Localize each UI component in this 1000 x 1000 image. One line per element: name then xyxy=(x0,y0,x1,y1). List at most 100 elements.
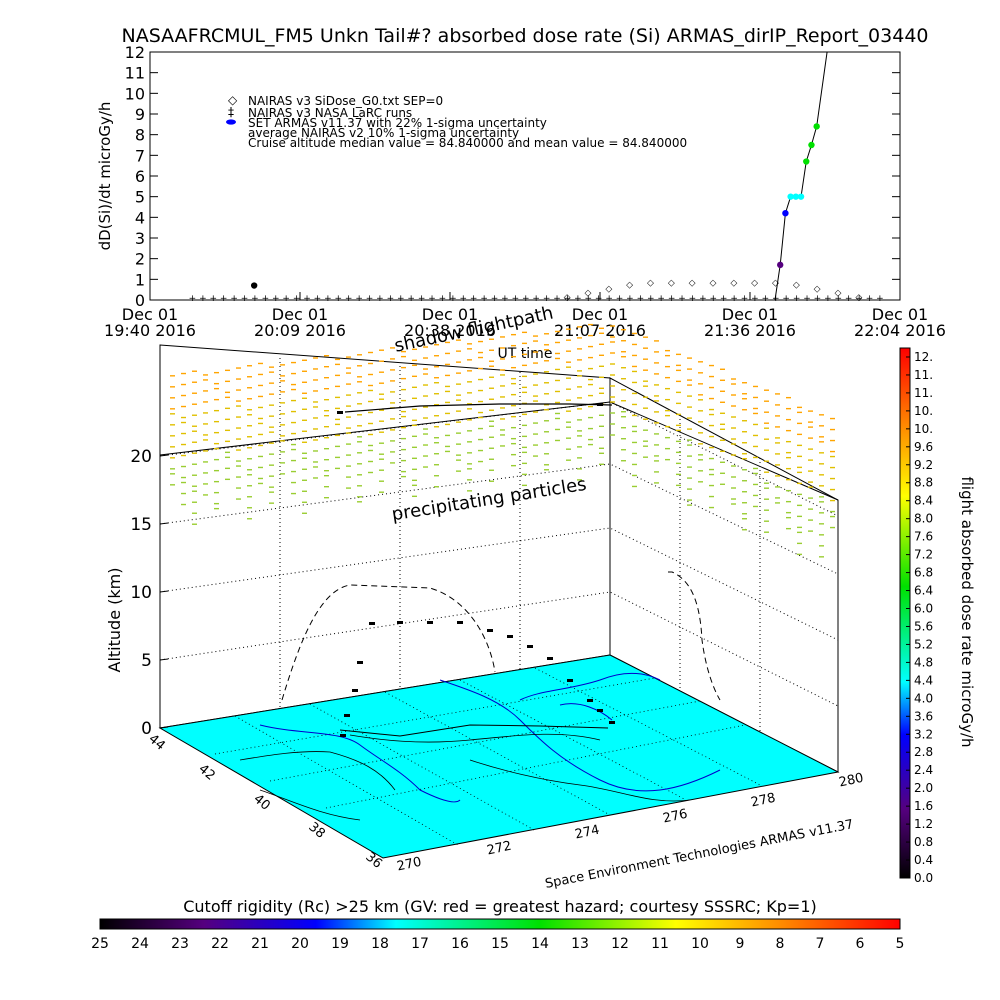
legend-entry: NAIRAS v3 SiDose_G0.txt SEP=0 xyxy=(248,94,443,108)
cutoff-rigidity-tick-label: 6 xyxy=(856,936,865,952)
cutoff-rigidity-label: Cutoff rigidity (Rc) >25 km (GV: red = g… xyxy=(183,897,817,916)
nairas-larc-marker: + xyxy=(355,294,363,304)
x-tick-label-time: 21:07 2016 xyxy=(554,321,646,340)
dose-colorbar-tick-label: 11. xyxy=(914,386,933,400)
cutoff-rigidity-colorbar-bar xyxy=(99,918,901,930)
nairas-larc-marker: + xyxy=(220,294,228,304)
cutoff-rigidity-tick-label: 13 xyxy=(571,936,589,952)
nairas-larc-marker: + xyxy=(460,294,468,304)
cutoff-rigidity-tick-label: 23 xyxy=(171,936,189,952)
cutoff-rigidity-tick-label: 14 xyxy=(531,936,549,952)
dose-colorbar-tick-label: 7.6 xyxy=(914,530,933,544)
armas-series-line xyxy=(774,51,828,301)
cutoff-rigidity-tick-label: 18 xyxy=(371,936,389,952)
altitude-tick-mark xyxy=(159,590,169,593)
dose-colorbar-tick-label: 10. xyxy=(914,404,933,418)
dose-colorbar-tick-label: 0.8 xyxy=(914,835,933,849)
shadow-profile-right xyxy=(668,571,721,701)
longitude-axis: 270 272 274 276 278 280 xyxy=(396,771,865,875)
dose-colorbar-tick-label: 8.4 xyxy=(914,494,933,508)
track-segment xyxy=(457,621,463,624)
cutoff-rigidity-tick-label: 5 xyxy=(896,936,905,952)
altitude-tick-label: 10 xyxy=(130,583,152,603)
x-tick-label-time: 21:36 2016 xyxy=(704,321,796,340)
track-segment xyxy=(597,709,603,712)
cutoff-rigidity-tick-label: 19 xyxy=(331,936,349,952)
y-tick-label: 0 xyxy=(135,291,145,310)
nairas-larc-marker: + xyxy=(303,294,311,304)
altitude-tick-label: 5 xyxy=(141,651,152,671)
nairas-larc-marker: + xyxy=(616,294,624,304)
track-segment xyxy=(344,714,350,717)
dose-colorbar-tick-label: 10. xyxy=(914,422,933,436)
x-tick-label-time: 20:38 2016 xyxy=(404,321,496,340)
nairas-larc-marker: + xyxy=(376,294,384,304)
y-tick-label: 3 xyxy=(135,229,145,248)
dose-colorbar-tick-label: 2.8 xyxy=(914,745,933,759)
nairas-diamond-point: ◇ xyxy=(647,278,654,288)
nairas-larc-marker: + xyxy=(189,294,197,304)
dose-colorbar-tick-label: 2.4 xyxy=(914,763,933,777)
latitude-tick-label: 40 xyxy=(250,792,272,814)
x-tick-label-date: Dec 01 xyxy=(422,305,478,324)
dose-colorbar-tick-label: 0.0 xyxy=(914,871,933,885)
flight-track-3d xyxy=(337,403,615,737)
track-segment xyxy=(397,621,403,624)
x-tick-label-date: Dec 01 xyxy=(122,305,178,324)
x-tick-label-date: Dec 01 xyxy=(722,305,778,324)
y-tick-label: 1 xyxy=(135,270,145,289)
dose-rate-colorbar-label: flight absorbed dose rate microGy/h xyxy=(958,476,976,747)
nairas-larc-marker: + xyxy=(668,294,676,304)
nairas-larc-marker: + xyxy=(657,294,665,304)
altitude-tick-mark xyxy=(159,658,169,661)
y-tick-label: 5 xyxy=(135,188,145,207)
top-y-axis-label: dD(Si)/dt microGy/h xyxy=(96,102,114,251)
y-tick-label: 8 xyxy=(135,126,145,145)
dose-colorbar-tick-label: 4.4 xyxy=(914,673,933,687)
top-legend: ◇ ‡ NAIRAS v3 SiDose_G0.txt SEP=0 NAIRAS… xyxy=(226,93,687,150)
shadow-profile-left xyxy=(281,584,496,701)
nairas-larc-marker: + xyxy=(585,294,593,304)
longitude-tick-label: 276 xyxy=(662,807,689,827)
longitude-tick-label: 274 xyxy=(574,823,601,843)
nairas-larc-marker: + xyxy=(845,294,853,304)
legend-symbol-cross: ‡ xyxy=(228,105,234,119)
track-segment xyxy=(527,645,533,648)
nairas-larc-marker: + xyxy=(251,294,259,304)
nairas-diamond-point: ◇ xyxy=(626,280,633,290)
precipitating-particles-field xyxy=(170,323,835,558)
dose-colorbar-tick-label: 4.8 xyxy=(914,655,933,669)
track-segment xyxy=(567,679,573,682)
nairas-larc-marker: + xyxy=(637,294,645,304)
nairas-larc-marker: + xyxy=(532,294,540,304)
nairas-larc-marker: + xyxy=(866,294,874,304)
nairas-diamond-point: ◇ xyxy=(772,278,779,288)
armas-data-point xyxy=(250,282,258,289)
nairas-larc-marker: + xyxy=(699,294,707,304)
nairas-larc-marker: + xyxy=(595,294,603,304)
cutoff-rigidity-tick-label: 12 xyxy=(611,936,629,952)
nairas-larc-marker: + xyxy=(553,294,561,304)
cutoff-rigidity-tick-label: 10 xyxy=(691,936,709,952)
legend-symbol-blue-dot xyxy=(226,119,236,125)
ground-track xyxy=(339,724,609,737)
dose-colorbar-tick-label: 6.4 xyxy=(914,584,933,598)
cutoff-rigidity-tick-label: 24 xyxy=(131,936,149,952)
dose-rate-colorbar: 0.0 0.4 0.8 1.2 1.6 2.0 2.4 2.8 3.2 3.6 4.0 4.4 4.8 5… xyxy=(899,347,976,885)
track-segment xyxy=(352,689,358,692)
dose-colorbar-tick-label: 5.2 xyxy=(914,637,933,651)
cutoff-rigidity-tick-label: 8 xyxy=(776,936,785,952)
dose-colorbar-tick-label: 0.4 xyxy=(914,853,933,867)
altitude-tick-mark xyxy=(159,726,169,729)
nairas-larc-marker: + xyxy=(387,294,395,304)
track-segment xyxy=(587,699,593,702)
map-surface xyxy=(158,654,840,859)
track-segment xyxy=(597,403,603,406)
shadow-track-top xyxy=(344,403,613,413)
dose-colorbar-tick-label: 6.8 xyxy=(914,566,933,580)
nairas-larc-marker: + xyxy=(876,294,884,304)
altitude-tick-label: 15 xyxy=(130,515,152,535)
